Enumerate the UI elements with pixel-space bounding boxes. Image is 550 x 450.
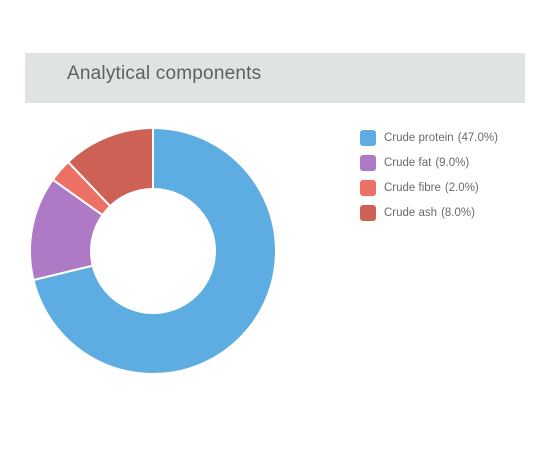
legend-item-crude-ash[interactable]: Crude ash (8.0%) xyxy=(360,203,540,222)
donut-slice-crude-ash[interactable] xyxy=(66,126,154,208)
legend-percent: (8.0%) xyxy=(441,206,475,219)
donut-slices xyxy=(29,126,277,375)
legend-percent: (47.0%) xyxy=(457,131,498,144)
legend: Crude protein (47.0%) Crude fat (9.0%) C… xyxy=(360,128,540,228)
legend-label: Crude protein xyxy=(384,131,454,144)
legend-label: Crude ash xyxy=(384,206,438,219)
legend-item-crude-protein[interactable]: Crude protein (47.0%) xyxy=(360,128,540,147)
legend-label: Crude fibre xyxy=(384,181,441,194)
page-title: Analytical components xyxy=(67,63,262,84)
legend-label: Crude fat xyxy=(384,156,432,169)
legend-swatch xyxy=(360,204,376,221)
legend-swatch xyxy=(360,129,376,146)
legend-item-crude-fibre[interactable]: Crude fibre (2.0%) xyxy=(360,178,540,197)
legend-percent: (2.0%) xyxy=(444,181,479,194)
header-bar: Analytical components xyxy=(25,53,525,103)
donut-slice-crude-protein[interactable] xyxy=(32,126,277,375)
legend-percent: (9.0%) xyxy=(435,156,470,169)
legend-swatch xyxy=(360,179,376,196)
legend-item-crude-fat[interactable]: Crude fat (9.0%) xyxy=(360,153,540,172)
legend-swatch xyxy=(360,154,376,171)
